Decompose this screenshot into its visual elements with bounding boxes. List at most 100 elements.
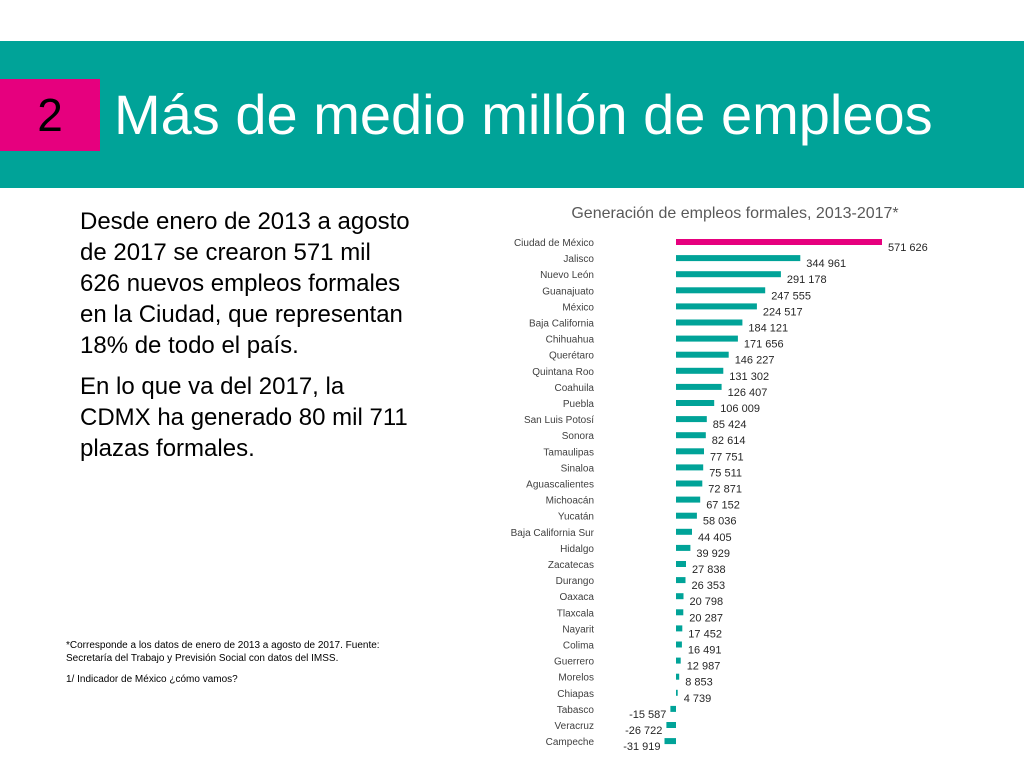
bar-quintana-roo: [676, 367, 724, 374]
footnote-indicator: 1/ Indicador de México ¿cómo vamos?: [66, 674, 238, 685]
value-label-hidalgo: 39 929: [696, 548, 730, 560]
value-label-veracruz: -26 722: [625, 725, 662, 737]
value-label-baja-california: 184 121: [748, 323, 788, 335]
value-label-yucatan: 58 036: [703, 516, 737, 528]
category-label-sonora: Sonora: [562, 431, 595, 442]
category-label-nayarit: Nayarit: [562, 624, 594, 635]
bar-puebla: [676, 400, 715, 406]
value-label-tabasco: -15 587: [629, 709, 666, 721]
value-label-durango: 26 353: [692, 580, 726, 592]
value-label-puebla: 106 009: [720, 403, 760, 415]
category-label-oaxaca: Oaxaca: [560, 592, 595, 603]
category-label-durango: Durango: [556, 576, 595, 587]
bar-veracruz: [666, 722, 676, 728]
value-label-tamaulipas: 77 751: [710, 451, 744, 463]
employment-bar-chart: Ciudad de México 571 626 Jalisco 344 961 Nue…: [511, 238, 928, 753]
category-label-chiapas: Chiapas: [557, 689, 594, 700]
bar-oaxaca: [676, 593, 684, 600]
bar-chihuahua: [676, 335, 738, 342]
value-label-chiapas: 4 739: [684, 693, 712, 705]
body-paragraph-1: Desde enero de 2013 a agosto de 2017 se …: [80, 208, 410, 359]
category-label-morelos: Morelos: [558, 673, 594, 684]
bar-ciudad-de-mexico: [676, 239, 882, 245]
slide-title: Más de medio millón de empleos: [114, 83, 933, 146]
value-label-campeche: -31 919: [623, 741, 660, 753]
bar-queretaro: [676, 351, 729, 358]
bar-zacatecas: [676, 561, 686, 567]
bar-baja-california: [676, 319, 743, 326]
bar-chiapas: [676, 689, 678, 696]
bar-jalisco: [676, 255, 801, 262]
bar-aguascalientes: [676, 480, 703, 487]
value-label-quintana-roo: 131 302: [729, 371, 769, 383]
value-label-queretaro: 146 227: [735, 355, 775, 367]
category-label-colima: Colima: [563, 641, 595, 652]
value-label-nuevo-leon: 291 178: [787, 274, 827, 286]
bar-sonora: [676, 432, 706, 439]
bar-tabasco: [670, 705, 676, 712]
category-label-coahuila: Coahuila: [555, 383, 595, 394]
bar-sinaloa: [676, 464, 704, 471]
bar-tamaulipas: [676, 448, 704, 455]
category-label-zacatecas: Zacatecas: [548, 560, 594, 571]
category-label-veracruz: Veracruz: [555, 721, 594, 732]
bar-tlaxcala: [676, 609, 684, 616]
bar-durango: [676, 577, 686, 584]
category-label-mexico: México: [562, 302, 594, 313]
bar-yucatan: [676, 512, 697, 519]
category-label-campeche: Campeche: [546, 737, 595, 748]
value-label-baja-california-sur: 44 405: [698, 532, 732, 544]
category-label-michoacan: Michoacán: [546, 496, 594, 507]
bar-morelos: [676, 673, 680, 680]
value-label-morelos: 8 853: [685, 677, 713, 689]
bar-campeche: [664, 738, 676, 745]
value-label-san-luis-potosi: 85 424: [713, 419, 747, 431]
category-label-aguascalientes: Aguascalientes: [526, 480, 594, 491]
value-label-michoacan: 67 152: [706, 500, 740, 512]
category-label-queretaro: Querétaro: [549, 351, 594, 362]
value-label-aguascalientes: 72 871: [708, 484, 742, 496]
category-label-guerrero: Guerrero: [554, 657, 594, 668]
category-label-puebla: Puebla: [563, 399, 595, 410]
value-label-tlaxcala: 20 287: [689, 612, 723, 624]
title-banner: [0, 41, 1024, 188]
value-label-mexico: 224 517: [763, 306, 803, 318]
bar-san-luis-potosi: [676, 416, 707, 423]
bar-nayarit: [676, 625, 683, 632]
category-label-hidalgo: Hidalgo: [560, 544, 594, 555]
category-label-baja-california: Baja California: [529, 319, 594, 330]
bar-guerrero: [676, 657, 681, 664]
body-text: Desde enero de 2013 a agosto de 2017 se …: [80, 206, 410, 474]
value-label-oaxaca: 20 798: [690, 596, 724, 608]
category-label-tabasco: Tabasco: [557, 705, 595, 716]
bar-guanajuato: [676, 287, 766, 294]
footnote-source: *Corresponde a los datos de enero de 201…: [66, 640, 380, 664]
category-label-tamaulipas: Tamaulipas: [543, 447, 594, 458]
value-label-nayarit: 17 452: [688, 628, 722, 640]
category-label-baja-california-sur: Baja California Sur: [511, 528, 595, 539]
value-label-sonora: 82 614: [712, 435, 746, 447]
value-label-chihuahua: 171 656: [744, 339, 784, 351]
value-label-coahuila: 126 407: [728, 387, 768, 399]
category-label-yucatan: Yucatán: [558, 512, 594, 523]
bar-colima: [676, 641, 682, 648]
category-label-sinaloa: Sinaloa: [561, 463, 595, 474]
bar-mexico: [676, 303, 757, 310]
category-label-quintana-roo: Quintana Roo: [532, 367, 594, 378]
bar-baja-california-sur: [676, 528, 692, 535]
value-label-guerrero: 12 987: [687, 661, 721, 673]
category-label-jalisco: Jalisco: [563, 254, 594, 265]
slide-number-badge: 2: [0, 79, 100, 151]
chart-title: Generación de empleos formales, 2013-201…: [571, 205, 899, 222]
footnotes: *Corresponde a los datos de enero de 201…: [66, 639, 386, 694]
bar-coahuila: [676, 383, 722, 390]
bar-hidalgo: [676, 544, 691, 551]
bar-nuevo-leon: [676, 271, 781, 278]
value-label-guanajuato: 247 555: [771, 290, 811, 302]
category-label-ciudad-de-mexico: Ciudad de México: [514, 238, 594, 249]
category-label-tlaxcala: Tlaxcala: [557, 608, 595, 619]
value-label-sinaloa: 75 511: [709, 467, 742, 479]
bar-michoacan: [676, 496, 701, 503]
value-label-colima: 16 491: [688, 645, 722, 657]
category-label-nuevo-leon: Nuevo León: [540, 270, 594, 281]
